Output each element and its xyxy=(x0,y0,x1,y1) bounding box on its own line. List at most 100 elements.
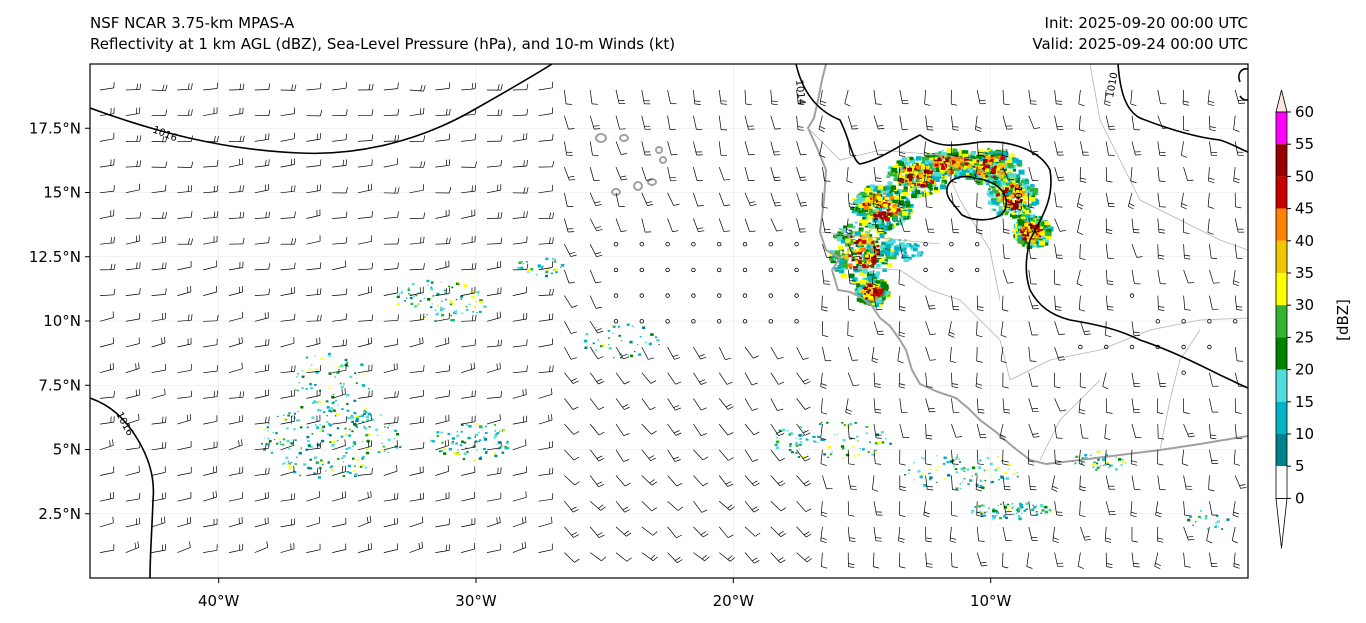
reflectivity-echo xyxy=(545,274,548,278)
reflectivity-echo xyxy=(434,320,437,322)
reflectivity-echo xyxy=(843,257,849,262)
wind-barb xyxy=(693,346,707,360)
wind-barb xyxy=(254,133,270,142)
reflectivity-echo xyxy=(984,479,987,482)
reflectivity-echo xyxy=(290,461,293,463)
wind-barb xyxy=(925,218,935,233)
wind-barb xyxy=(1183,295,1191,311)
isobar-layer xyxy=(90,64,1248,578)
wind-barb xyxy=(641,166,653,181)
reflectivity-echo xyxy=(456,431,458,433)
reflectivity-echo xyxy=(842,255,845,257)
reflectivity-echo xyxy=(1017,193,1020,195)
reflectivity-echo xyxy=(1005,199,1010,203)
reflectivity-echo xyxy=(332,440,336,444)
cape-verde-island xyxy=(619,134,630,142)
reflectivity-echo xyxy=(903,251,907,254)
wind-barb xyxy=(486,287,502,296)
reflectivity-echo xyxy=(964,162,969,166)
reflectivity-echo xyxy=(423,297,426,299)
reflectivity-echo xyxy=(975,162,979,166)
wind-barb xyxy=(538,288,554,296)
reflectivity-echo xyxy=(889,223,893,227)
reflectivity-echo xyxy=(900,169,904,173)
reflectivity-echo xyxy=(795,452,798,454)
reflectivity-echo xyxy=(987,189,991,193)
reflectivity-echo xyxy=(957,174,960,177)
wind-barb xyxy=(589,449,605,462)
reflectivity-echo xyxy=(872,217,879,223)
reflectivity-echo xyxy=(885,241,889,244)
wind-barb xyxy=(409,337,424,348)
reflectivity-echo xyxy=(263,448,266,451)
reflectivity-echo xyxy=(851,258,855,261)
wind-barb xyxy=(641,398,656,411)
reflectivity-echo xyxy=(848,246,854,251)
reflectivity-echo xyxy=(856,199,863,204)
x-tick-label: 10°W xyxy=(970,592,1012,610)
reflectivity-echo xyxy=(1020,209,1024,213)
reflectivity-echo xyxy=(876,196,881,200)
reflectivity-echo xyxy=(476,312,478,314)
reflectivity-echo xyxy=(1020,180,1025,183)
reflectivity-echo xyxy=(1022,233,1025,236)
reflectivity-echo xyxy=(1007,508,1011,511)
reflectivity-echo xyxy=(447,432,451,436)
reflectivity-echo xyxy=(856,435,859,438)
reflectivity-echo xyxy=(315,461,319,464)
wind-barb xyxy=(1002,244,1011,260)
wind-barb xyxy=(1080,141,1090,156)
reflectivity-echo xyxy=(969,177,973,180)
reflectivity-echo xyxy=(867,241,870,243)
reflectivity-echo xyxy=(829,250,834,254)
wind-barb xyxy=(409,135,426,142)
reflectivity-echo xyxy=(865,187,872,193)
reflectivity-echo xyxy=(1009,180,1016,186)
wind-barb xyxy=(564,475,580,486)
wind-barb xyxy=(899,218,911,233)
reflectivity-echo xyxy=(958,458,960,460)
wind-barb xyxy=(925,295,936,310)
reflectivity-echo xyxy=(1017,509,1020,512)
reflectivity-echo xyxy=(1125,462,1127,464)
reflectivity-echo xyxy=(410,302,414,305)
wind-barb xyxy=(1028,167,1039,181)
wind-barb xyxy=(1078,89,1085,107)
reflectivity-echo xyxy=(1074,462,1077,465)
reflectivity-echo xyxy=(862,268,868,274)
reflectivity-echo xyxy=(527,269,531,272)
reflectivity-echo xyxy=(855,249,859,253)
reflectivity-echo xyxy=(891,208,896,212)
reflectivity-echo xyxy=(345,448,348,450)
colorbar-tick-label: 0 xyxy=(1295,489,1305,507)
wind-barb xyxy=(486,467,502,476)
reflectivity-echo xyxy=(858,238,862,242)
reflectivity-echo xyxy=(465,447,468,449)
wind-barb xyxy=(820,424,827,441)
reflectivity-echo xyxy=(980,171,983,174)
calm-wind-circle xyxy=(639,267,644,273)
reflectivity-echo xyxy=(1032,222,1036,225)
reflectivity-echo xyxy=(561,263,565,267)
reflectivity-echo xyxy=(864,290,869,294)
reflectivity-echo xyxy=(285,419,288,421)
reflectivity-echo xyxy=(1019,186,1024,190)
reflectivity-echo xyxy=(967,153,970,156)
reflectivity-echo xyxy=(440,281,442,283)
wind-barb xyxy=(951,423,963,438)
reflectivity-echo xyxy=(1021,240,1027,245)
reflectivity-echo xyxy=(864,426,866,428)
reflectivity-echo xyxy=(286,440,290,443)
reflectivity-echo xyxy=(472,445,476,448)
reflectivity-echo xyxy=(1005,187,1009,191)
reflectivity-echo xyxy=(886,209,890,212)
reflectivity-echo xyxy=(795,438,797,439)
reflectivity-echo xyxy=(871,278,877,283)
reflectivity-echo xyxy=(989,178,995,183)
wind-barb xyxy=(744,89,752,106)
reflectivity-echo xyxy=(997,188,1001,191)
reflectivity-echo xyxy=(1118,458,1122,461)
reflectivity-echo xyxy=(901,166,905,169)
reflectivity-echo xyxy=(1041,509,1045,512)
reflectivity-echo xyxy=(1035,513,1039,516)
